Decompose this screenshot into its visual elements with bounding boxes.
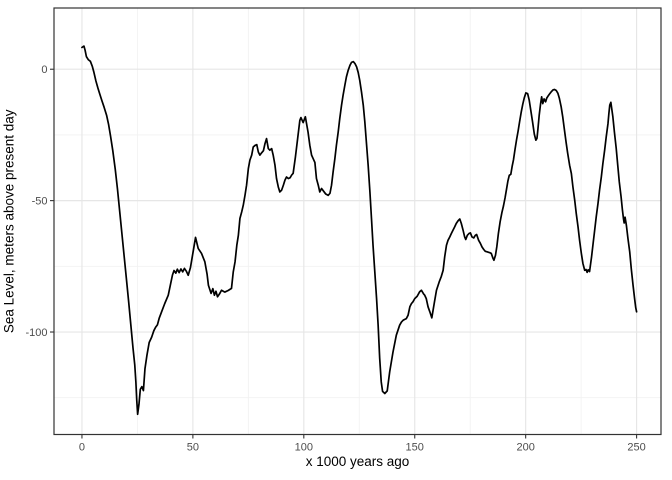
x-tick-label: 100 [295, 442, 313, 454]
x-tick-label: 0 [79, 442, 85, 454]
major-gridlines [54, 8, 661, 435]
x-tick-label: 150 [406, 442, 424, 454]
x-tick-label: 200 [516, 442, 534, 454]
series-layer [81, 45, 638, 416]
y-tick-label: 0 [41, 64, 47, 76]
panel-border [53, 7, 662, 436]
x-axis-title: x 1000 years ago [306, 454, 410, 469]
y-tick-label: -100 [25, 327, 47, 339]
y-axis-title: Sea Level, meters above present day [2, 109, 17, 333]
series-line-sea-level [81, 45, 638, 416]
axis-tick-labels: 0 50 100 150 200 250 0 -50 -100 [25, 64, 645, 453]
x-tick-label: 250 [627, 442, 645, 454]
axis-ticks [50, 68, 638, 439]
y-tick-label: -50 [32, 196, 48, 208]
x-tick-label: 50 [187, 442, 199, 454]
